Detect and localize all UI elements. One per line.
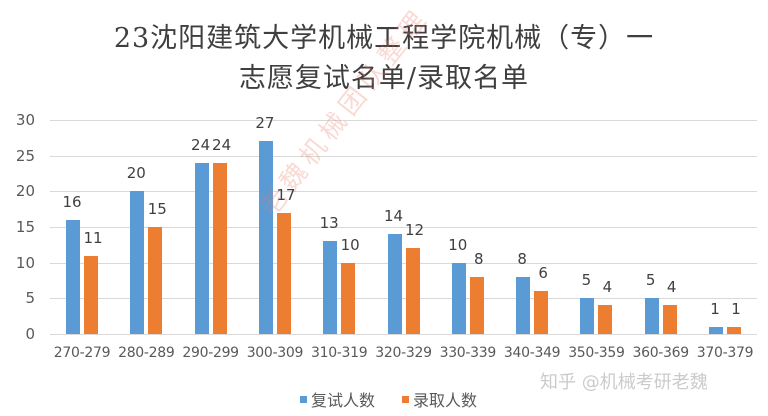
data-label: 12 [404, 221, 425, 240]
bar-retest [323, 241, 338, 334]
bar-retest [644, 298, 659, 334]
data-label: 13 [319, 214, 339, 233]
bar-admitted [341, 262, 356, 334]
bar-retest [130, 191, 145, 334]
legend-label: 录取人数 [413, 391, 478, 410]
bar-admitted [84, 255, 98, 334]
data-label: 24 [191, 135, 211, 154]
bar-admitted [405, 248, 420, 334]
data-label: 1 [710, 299, 720, 318]
y-axis-tick-label: 30 [15, 111, 35, 129]
bar-admitted [534, 291, 549, 334]
x-axis-tick-label: 310-319 [310, 345, 368, 361]
y-axis-tick-label: 0 [25, 325, 35, 343]
data-label: 16 [62, 192, 82, 211]
bar-retest [194, 162, 209, 334]
bar-admitted [662, 305, 677, 334]
bar-retest [580, 298, 595, 334]
chart-title-line-2: 志愿复试名单/录取名单 [238, 63, 530, 94]
chart-title-line-1: 23沈阳建筑大学机械工程学院机械（专）一 [113, 23, 655, 54]
legend-item-admitted: 录取人数 [402, 387, 477, 411]
legend-label: 复试人数 [311, 391, 376, 410]
y-axis-tick-label: 5 [25, 289, 35, 308]
x-axis-tick-label: 350-359 [568, 345, 625, 361]
bar-retest [66, 219, 80, 334]
x-axis-tick-label: 360-369 [632, 345, 689, 361]
data-label: 8 [517, 249, 527, 268]
gridline [50, 227, 757, 228]
data-label: 5 [645, 271, 656, 290]
x-axis-tick-label: 320-329 [375, 345, 432, 361]
y-axis-tick-label: 25 [15, 146, 35, 165]
bar-retest [451, 262, 466, 334]
data-label: 27 [255, 114, 275, 133]
data-label: 14 [383, 207, 404, 226]
bar-retest [387, 234, 402, 334]
data-label: 11 [83, 228, 103, 247]
bar-admitted [276, 212, 291, 334]
data-label: 1 [731, 299, 741, 318]
x-axis-tick-label: 330-339 [439, 345, 497, 361]
data-label: 6 [538, 264, 548, 283]
data-label: 17 [276, 185, 296, 204]
bar-retest [516, 276, 531, 334]
gridline [50, 155, 757, 157]
bar-admitted [148, 227, 163, 334]
data-label: 5 [581, 271, 592, 290]
x-axis-tick-label: 280-289 [118, 345, 175, 361]
x-axis-tick-label: 290-299 [182, 345, 239, 361]
x-axis-tick-label: 270-279 [53, 345, 111, 361]
gridline [50, 120, 757, 121]
legend-swatch-blue [300, 395, 307, 403]
y-axis-tick-label: 10 [15, 253, 35, 272]
data-label: 15 [147, 200, 167, 218]
gridline [50, 191, 757, 193]
data-label: 10 [340, 235, 360, 254]
y-axis-tick-label: 15 [15, 218, 35, 236]
x-axis-tick-label: 300-309 [246, 345, 304, 361]
x-axis-tick-label: 370-379 [696, 345, 754, 361]
bar-admitted [212, 162, 227, 334]
zhihu-watermark: 知乎 @机械考研老魏 [540, 372, 708, 393]
data-label: 24 [212, 135, 232, 154]
data-label: 10 [448, 235, 468, 254]
bar-retest [709, 326, 723, 334]
bar-admitted [727, 326, 741, 334]
gridline [50, 334, 757, 335]
data-label: 4 [666, 278, 677, 297]
gridline [50, 262, 757, 264]
x-axis-tick-label: 340-349 [503, 345, 561, 361]
data-label: 8 [474, 249, 484, 268]
y-axis-tick-label: 20 [15, 182, 35, 201]
bar-admitted [469, 276, 484, 334]
legend-item-retest: 复试人数 [300, 387, 375, 411]
legend-swatch-orange [402, 395, 409, 403]
bar-retest [258, 141, 273, 334]
bar-admitted [598, 305, 613, 334]
data-label: 4 [602, 278, 613, 297]
gridline [50, 298, 757, 300]
data-label: 20 [126, 164, 146, 183]
